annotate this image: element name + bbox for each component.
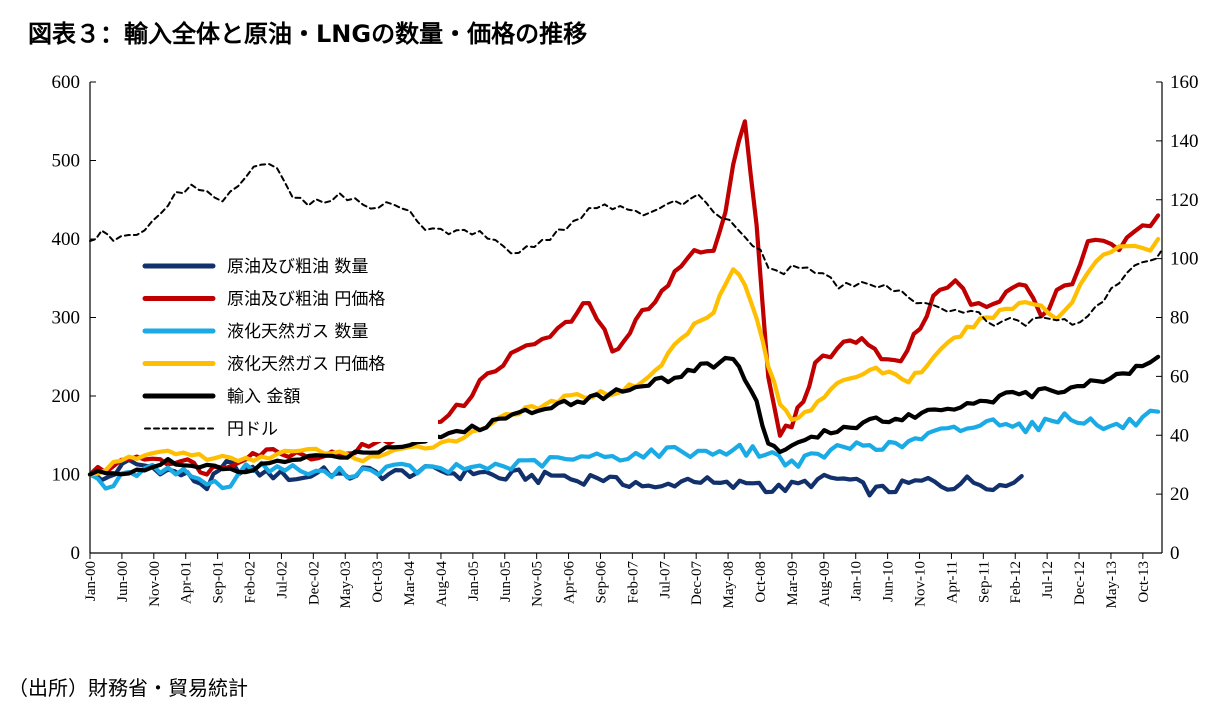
- series-line-6: [89, 163, 1163, 327]
- x-tick-label: Nov-10: [913, 561, 929, 607]
- legend-label: 原油及び粗油 数量: [227, 257, 368, 277]
- x-tick-label: Jul-02: [274, 561, 290, 599]
- x-tick-label: Jul-12: [1040, 561, 1056, 599]
- legend-label: 輸入 金額: [227, 387, 300, 407]
- right-tick-label: 20: [1170, 484, 1189, 505]
- left-tick-label: 300: [52, 308, 81, 329]
- x-tick-label: May-08: [721, 561, 737, 609]
- x-tick-label: Jun-10: [881, 561, 897, 602]
- left-tick-label: 100: [52, 465, 81, 486]
- x-tick-label: Aug-04: [434, 561, 450, 607]
- left-tick-label: 200: [52, 386, 81, 407]
- x-tick-label: Apr-01: [179, 561, 195, 604]
- chart-title: 図表３：輸入全体と原油・LNGの数量・価格の推移: [28, 20, 588, 48]
- x-tick-label: Dec-02: [306, 561, 322, 605]
- x-tick-label: Sep-11: [976, 561, 992, 603]
- x-tick-label: Feb-07: [625, 561, 641, 604]
- right-axis-ticks: 0 20 40 60 80 100 120 140 160: [1156, 72, 1199, 564]
- left-tick-label: 0: [71, 543, 81, 564]
- x-tick-label: Oct-08: [753, 561, 769, 603]
- legend-label: 液化天然ガス 円価格: [227, 355, 385, 375]
- x-tick-label: Mar-04: [402, 561, 418, 606]
- x-tick-label: Feb-02: [243, 561, 259, 604]
- x-tick-label: Oct-13: [1136, 561, 1152, 603]
- left-tick-label: 600: [52, 72, 81, 93]
- left-tick-label: 500: [52, 151, 81, 172]
- right-tick-label: 160: [1170, 72, 1199, 93]
- series-line-3: [87, 408, 1161, 491]
- line-chart: 0 100 200 300 400 500 600 0 20 40 60 80 100 120 140 16…: [52, 72, 1199, 609]
- x-tick-label: Jan-05: [466, 561, 482, 601]
- right-tick-label: 0: [1170, 543, 1180, 564]
- x-tick-label: Dec-12: [1072, 561, 1088, 605]
- x-tick-label: Dec-07: [689, 561, 705, 606]
- left-axis-ticks: 0 100 200 300 400 500 600: [52, 72, 96, 564]
- x-tick-label: Apr-06: [562, 561, 578, 605]
- x-tick-label: May-03: [338, 561, 354, 609]
- series-line-4: [87, 236, 1161, 477]
- x-axis-ticks: Jan-00 Jun-00 Nov-00 Apr-01 Sep-01 Feb-02 Jul-…: [83, 553, 1152, 609]
- right-tick-label: 80: [1170, 308, 1189, 329]
- right-tick-label: 140: [1170, 131, 1199, 152]
- x-tick-label: Jun-00: [115, 561, 131, 602]
- legend-box: [138, 248, 438, 442]
- right-tick-label: 60: [1170, 366, 1189, 387]
- legend-label: 液化天然ガス 数量: [227, 322, 368, 342]
- x-tick-label: Feb-12: [1008, 561, 1024, 604]
- x-tick-label: May-13: [1104, 561, 1120, 609]
- x-tick-label: Jan-10: [849, 561, 865, 601]
- series-layer: [87, 119, 1163, 498]
- x-tick-label: Nov-05: [530, 561, 546, 607]
- right-tick-label: 40: [1170, 425, 1189, 446]
- right-tick-label: 120: [1170, 190, 1199, 211]
- x-tick-label: Aug-09: [817, 561, 833, 607]
- x-tick-label: Apr-11: [944, 561, 960, 603]
- x-tick-label: Jan-00: [83, 561, 99, 601]
- x-tick-label: Jun-05: [498, 561, 514, 602]
- series-line-2: [87, 119, 1161, 477]
- series-line-5: [87, 354, 1161, 477]
- legend-label: 円ドル: [227, 420, 278, 440]
- x-tick-label: Oct-03: [370, 561, 386, 603]
- x-tick-label: Sep-06: [593, 561, 609, 604]
- x-tick-label: Nov-00: [147, 561, 163, 607]
- x-tick-label: Mar-09: [785, 561, 801, 606]
- right-tick-label: 100: [1170, 249, 1199, 270]
- source-note: （出所）財務省・貿易統計: [8, 676, 248, 700]
- x-tick-label: Jul-07: [657, 561, 673, 599]
- x-tick-label: Sep-01: [211, 561, 227, 604]
- left-tick-label: 400: [52, 229, 81, 250]
- legend-label: 原油及び粗油 円価格: [227, 290, 385, 310]
